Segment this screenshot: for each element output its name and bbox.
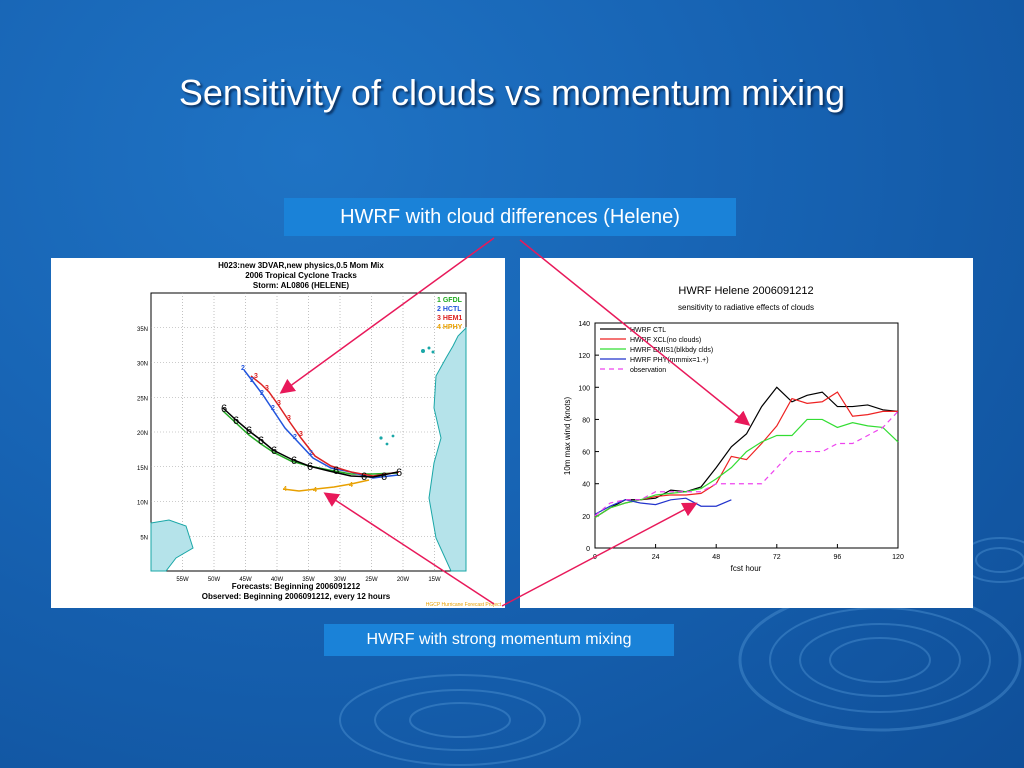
x-tick-label: 0 xyxy=(593,554,597,561)
svg-text:3: 3 xyxy=(299,431,303,438)
hem1-track xyxy=(250,375,400,477)
svg-text:6: 6 xyxy=(333,465,339,477)
lat-label: 25N xyxy=(137,396,148,402)
svg-text:4: 4 xyxy=(283,486,287,493)
south-america-coast xyxy=(150,519,194,572)
svg-text:2: 2 xyxy=(260,390,264,397)
track-map: H023:new 3DVAR,new physics,0.5 Mom Mix 2… xyxy=(137,261,502,608)
lat-label: 30N xyxy=(137,362,148,368)
legend-label: observation xyxy=(630,367,666,374)
legend-hctl: 2 HCTL xyxy=(437,306,462,313)
hphy-track xyxy=(282,479,370,492)
y-tick-label: 40 xyxy=(582,482,590,489)
svg-text:6: 6 xyxy=(221,403,227,415)
svg-text:6: 6 xyxy=(233,415,239,427)
map-credit: HGCP Hurricane Forecast Project xyxy=(426,602,502,608)
y-tick-label: 120 xyxy=(578,353,590,360)
chart-subtitle: sensitivity to radiative effects of clou… xyxy=(678,303,814,312)
y-tick-label: 60 xyxy=(582,450,590,457)
lat-label: 20N xyxy=(137,431,148,437)
x-tick-label: 24 xyxy=(652,554,660,561)
svg-text:2: 2 xyxy=(250,377,254,384)
lat-label: 10N xyxy=(137,501,148,507)
svg-text:6: 6 xyxy=(396,467,402,479)
svg-text:6: 6 xyxy=(381,471,387,483)
svg-text:4: 4 xyxy=(313,487,317,494)
series-line-hwrf-emis1-blkbdy-clds xyxy=(594,418,899,518)
svg-text:6: 6 xyxy=(361,471,367,483)
legend-label: HWRF EMIS1(blkbdy clds) xyxy=(630,347,713,354)
svg-text:3: 3 xyxy=(254,373,258,380)
lat-label: 15N xyxy=(137,466,148,472)
y-tick-label: 80 xyxy=(582,417,590,424)
svg-text:6: 6 xyxy=(307,461,313,473)
lon-label: 50W xyxy=(208,577,221,583)
intensity-chart-panel: HWRF Helene 2006091212 sensitivity to ra… xyxy=(520,258,973,608)
series-line-hwrf-phy-mmmix-1 xyxy=(594,497,732,515)
x-tick-label: 120 xyxy=(892,554,904,561)
chart-xlabel: fcst hour xyxy=(731,564,762,573)
svg-text:6: 6 xyxy=(258,435,264,447)
cloud-differences-label: HWRF with cloud differences (Helene) xyxy=(284,198,736,236)
legend-hphy: 4 HPHY xyxy=(437,324,463,331)
svg-text:3: 3 xyxy=(277,400,281,407)
svg-text:3: 3 xyxy=(287,415,291,422)
y-tick-label: 0 xyxy=(586,546,590,553)
chart-ylabel: 10m max wind (knots) xyxy=(563,397,572,476)
intensity-chart: HWRF Helene 2006091212 sensitivity to ra… xyxy=(563,285,904,573)
legend-gfdl: 1 GFDL xyxy=(437,297,463,304)
track-map-panel: H023:new 3DVAR,new physics,0.5 Mom Mix 2… xyxy=(51,258,505,608)
x-tick-label: 48 xyxy=(712,554,720,561)
svg-text:2: 2 xyxy=(309,450,313,457)
lon-label: 20W xyxy=(397,577,410,583)
lon-label: 25W xyxy=(365,577,378,583)
svg-text:2: 2 xyxy=(293,434,297,441)
lon-label: 15W xyxy=(428,577,441,583)
svg-text:6: 6 xyxy=(271,445,277,457)
legend-label: HWRF CTL xyxy=(630,327,666,334)
series-line-observation xyxy=(594,410,899,517)
momentum-mixing-label: HWRF with strong momentum mixing xyxy=(324,624,674,656)
legend-hem1: 3 HEM1 xyxy=(437,315,462,322)
map-footer-2: Observed: Beginning 2006091212, every 12… xyxy=(202,592,391,601)
svg-text:3: 3 xyxy=(265,385,269,392)
map-header-3: Storm: AL0806 (HELENE) xyxy=(253,281,350,290)
observed-track xyxy=(222,407,399,478)
map-header-1: H023:new 3DVAR,new physics,0.5 Mom Mix xyxy=(218,261,384,270)
slide-title: Sensitivity of clouds vs momentum mixing xyxy=(178,72,846,113)
map-header-2: 2006 Tropical Cyclone Tracks xyxy=(245,271,357,280)
x-tick-label: 96 xyxy=(834,554,842,561)
latitude-labels: 35N 30N 25N 20N 15N 10N 5N xyxy=(137,327,148,542)
y-tick-label: 20 xyxy=(582,514,590,521)
lon-label: 40W xyxy=(271,577,284,583)
y-tick-label: 100 xyxy=(578,385,590,392)
y-tick-label: 140 xyxy=(578,321,590,328)
lat-label: 35N xyxy=(137,327,148,333)
x-tick-label: 72 xyxy=(773,554,781,561)
legend-label: HWRF XCL(no clouds) xyxy=(630,337,701,344)
svg-text:2: 2 xyxy=(241,365,245,372)
chart-title: HWRF Helene 2006091212 xyxy=(678,285,813,297)
svg-text:6: 6 xyxy=(291,455,297,467)
legend-label: HWRF PHY(mmmix=1.+) xyxy=(630,357,709,364)
lon-label: 55W xyxy=(176,577,189,583)
map-footer-1: Forecasts: Beginning 2006091212 xyxy=(232,582,361,591)
svg-text:2: 2 xyxy=(271,405,275,412)
svg-text:4: 4 xyxy=(349,482,353,489)
svg-text:6: 6 xyxy=(246,425,252,437)
lon-label: 45W xyxy=(239,577,252,583)
lon-label: 35W xyxy=(302,577,315,583)
lat-label: 5N xyxy=(140,535,148,541)
